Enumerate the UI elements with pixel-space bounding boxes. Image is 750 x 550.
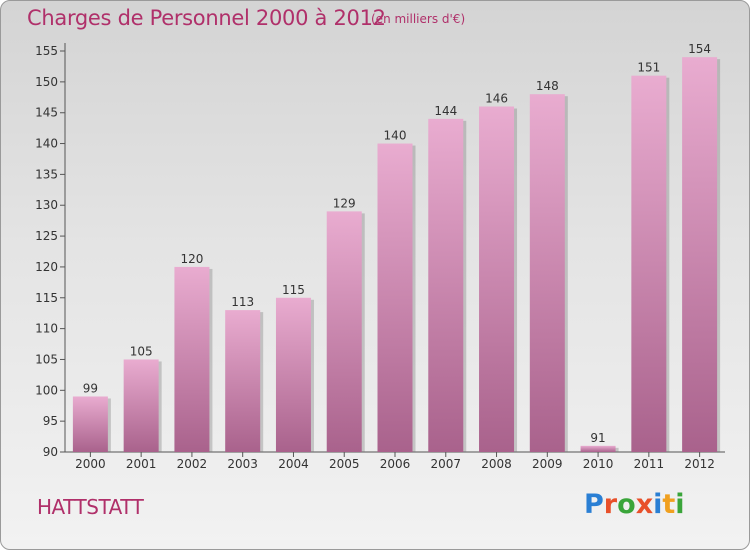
data-label: 154 [688, 42, 711, 56]
bar [326, 211, 362, 452]
x-tick-label: 2002 [177, 457, 208, 471]
x-tick-label: 2009 [532, 457, 563, 471]
bar [225, 310, 261, 452]
y-tick-label: 140 [35, 137, 58, 151]
data-label: 105 [130, 344, 153, 358]
y-tick-label: 100 [35, 383, 58, 397]
x-tick-label: 2005 [329, 457, 360, 471]
y-tick-label: 90 [43, 445, 58, 459]
bar [580, 445, 616, 452]
y-tick-label: 135 [35, 167, 58, 181]
data-label: 151 [637, 61, 660, 75]
logo-letter: o [617, 489, 636, 520]
data-label: 144 [434, 104, 457, 118]
bar [529, 94, 565, 452]
data-label: 113 [231, 295, 254, 309]
data-label: 115 [282, 283, 305, 297]
bar [682, 57, 718, 453]
chart-unit: (en milliers d'€) [371, 12, 466, 26]
logo-letter: t [662, 489, 676, 520]
bar [275, 297, 311, 452]
y-tick-label: 105 [35, 352, 58, 366]
data-label: 120 [180, 252, 203, 266]
bar [631, 75, 667, 452]
y-tick-label: 110 [35, 322, 58, 336]
data-labels: 99 105 120 113 115 129 140 144 146 148 91 151 154 [83, 42, 711, 445]
x-tick-label: 2010 [583, 457, 614, 471]
x-tick-label: 2001 [126, 457, 157, 471]
y-tick-label: 145 [35, 106, 58, 120]
logo-letter: P [584, 489, 604, 520]
y-tick-label: 95 [43, 414, 58, 428]
data-label: 148 [536, 79, 559, 93]
x-tick-label: 2008 [481, 457, 512, 471]
proxiti-logo: Proxiti [584, 489, 685, 520]
y-tick-label: 120 [35, 260, 58, 274]
data-label: 146 [485, 92, 508, 106]
bar [428, 118, 464, 452]
logo-letter: r [603, 489, 618, 520]
bar [72, 396, 108, 452]
logo-letter: i [675, 489, 685, 520]
x-tick-label: 2000 [75, 457, 106, 471]
axes: 90 95 100 105 110 115 120 125 130 135 140 145 150 155… [35, 43, 725, 471]
data-label: 99 [83, 381, 98, 395]
x-tick-label: 2003 [227, 457, 258, 471]
y-tick-label: 130 [35, 198, 58, 212]
bar [377, 143, 413, 453]
y-tick-label: 150 [35, 75, 58, 89]
x-tick-label: 2004 [278, 457, 309, 471]
data-label: 129 [333, 196, 356, 210]
data-label: 91 [590, 431, 605, 445]
x-tick-label: 2006 [380, 457, 411, 471]
data-label: 140 [384, 129, 407, 143]
bar [174, 266, 210, 452]
y-tick-label: 155 [35, 44, 58, 58]
chart-title: Charges de Personnel 2000 à 2012 [27, 6, 386, 30]
x-tick-label: 2011 [634, 457, 665, 471]
bar [123, 359, 159, 452]
y-tick-label: 115 [35, 291, 58, 305]
y-tick-label: 125 [35, 229, 58, 243]
bar [479, 106, 515, 453]
x-tick-label: 2012 [684, 457, 715, 471]
logo-letter: i [653, 489, 663, 520]
logo-letter: x [635, 489, 654, 520]
bars [72, 57, 721, 453]
x-tick-label: 2007 [430, 457, 461, 471]
place-name: HATTSTATT [37, 495, 144, 519]
